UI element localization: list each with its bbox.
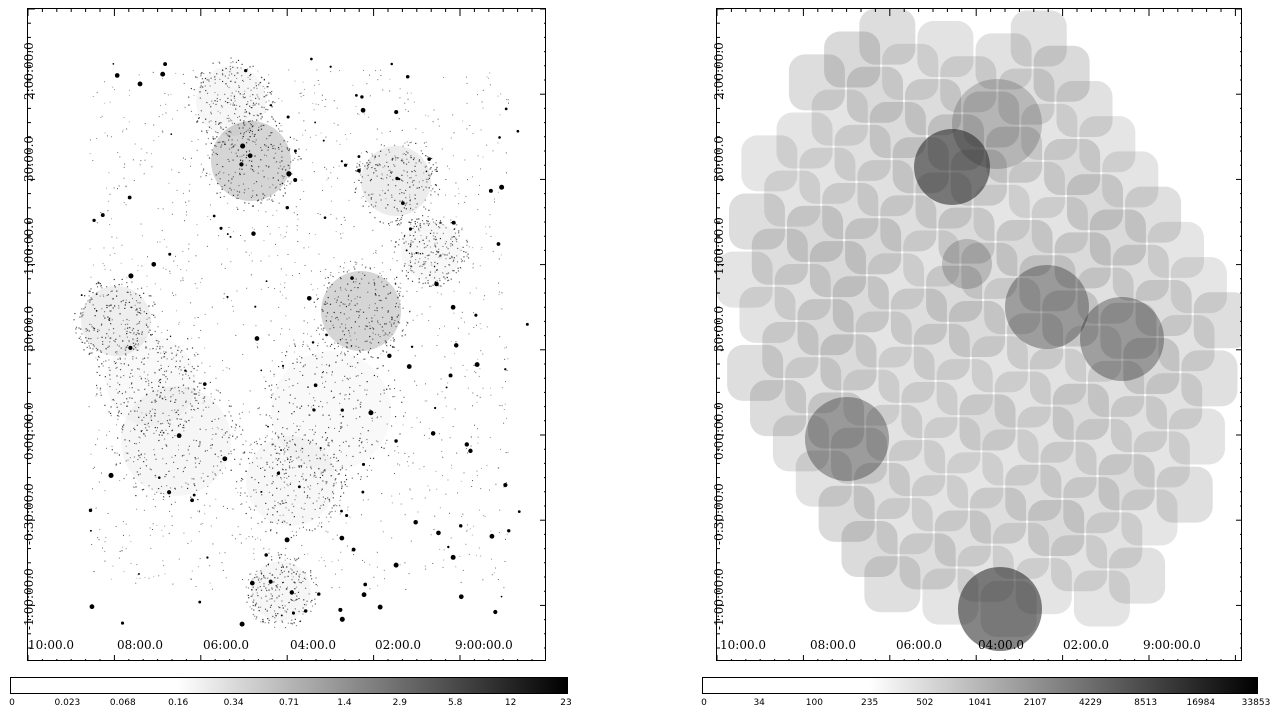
- counts-colorbar: [10, 677, 568, 694]
- y-tick-label: 30:00.0: [712, 305, 726, 352]
- x-tick-label: 06:00.0: [203, 638, 250, 652]
- colorbar-tick-label: 1.4: [337, 698, 352, 708]
- point-sources: [80, 57, 529, 627]
- y-tick-label: -0:30:00.0: [712, 483, 726, 545]
- colorbar-tick-label: 34: [753, 698, 765, 708]
- y-tick-label: 2:00:00.0: [712, 42, 726, 100]
- y-tick-label: 30:00.0: [712, 135, 726, 182]
- colorbar-tick-label: 4229: [1078, 698, 1102, 708]
- x-tick-label: 9:00:00.0: [455, 638, 513, 652]
- exposure-map-image: [717, 9, 1241, 660]
- colorbar-tick-label: 0.71: [278, 698, 300, 708]
- counts-image-panel: [27, 8, 546, 661]
- colorbar-tick-label: 100: [805, 698, 823, 708]
- colorbar-tick-label: 5.8: [448, 698, 463, 708]
- counts-image: [28, 9, 545, 660]
- exposure-colorbar: [702, 677, 1258, 694]
- colorbar-tick-label: 2107: [1023, 698, 1047, 708]
- colorbar-tick-label: 0.068: [109, 698, 136, 708]
- colorbar-tick-label: 0.16: [168, 698, 189, 708]
- y-tick-label: 2:00:00.0: [22, 42, 36, 100]
- colorbar-tick-label: 8513: [1134, 698, 1158, 708]
- axis-ticks: [717, 9, 1241, 660]
- x-tick-label: 02:00.0: [375, 638, 422, 652]
- x-tick-label: 04:00.0: [978, 638, 1025, 652]
- y-tick-label: 30:00.0: [22, 305, 36, 352]
- colorbar-tick-label: 33853: [1241, 698, 1271, 708]
- y-tick-label: 30:00.0: [22, 135, 36, 182]
- colorbar-tick-label: 2.9: [392, 698, 407, 708]
- x-tick-label: 10:00.0: [28, 638, 75, 652]
- x-tick-label: 06:00.0: [896, 638, 943, 652]
- x-tick-label: 10:00.0: [720, 638, 767, 652]
- x-tick-label: 08:00.0: [810, 638, 857, 652]
- axis-ticks: [28, 9, 545, 660]
- colorbar-tick-label: 502: [916, 698, 934, 708]
- y-tick-label: -1:00:00.0: [22, 568, 36, 630]
- colorbar-tick-label: 16984: [1186, 698, 1216, 708]
- colorbar-tick-label: 12: [504, 698, 517, 708]
- photon-events: [73, 57, 509, 629]
- x-tick-label: 9:00:00.0: [1143, 638, 1201, 652]
- x-tick-label: 02:00.0: [1063, 638, 1110, 652]
- y-tick-label: -1:00:00.0: [712, 568, 726, 630]
- x-tick-label: 04:00.0: [290, 638, 337, 652]
- colorbar-tick-label: 0.34: [223, 698, 244, 708]
- colorbar-tick-label: 0: [9, 698, 15, 708]
- pointing-fields: [81, 121, 431, 356]
- y-tick-label: 1:00:00.0: [22, 217, 36, 275]
- colorbar-tick-label: 0: [701, 698, 707, 708]
- colorbar-tick-label: 1041: [968, 698, 992, 708]
- colorbar-tick-label: 0.023: [54, 698, 81, 708]
- exposure-map-panel: [716, 8, 1242, 661]
- deep-pointings: [805, 79, 1164, 651]
- y-tick-label: 0:00:00.0: [22, 402, 36, 460]
- x-tick-label: 08:00.0: [117, 638, 164, 652]
- y-tick-label: 0:00:00.0: [712, 402, 726, 460]
- colorbar-tick-label: 23: [560, 698, 572, 708]
- y-tick-label: 1:00:00.0: [712, 217, 726, 275]
- y-tick-label: -0:30:00.0: [22, 483, 36, 545]
- colorbar-tick-label: 235: [861, 698, 879, 708]
